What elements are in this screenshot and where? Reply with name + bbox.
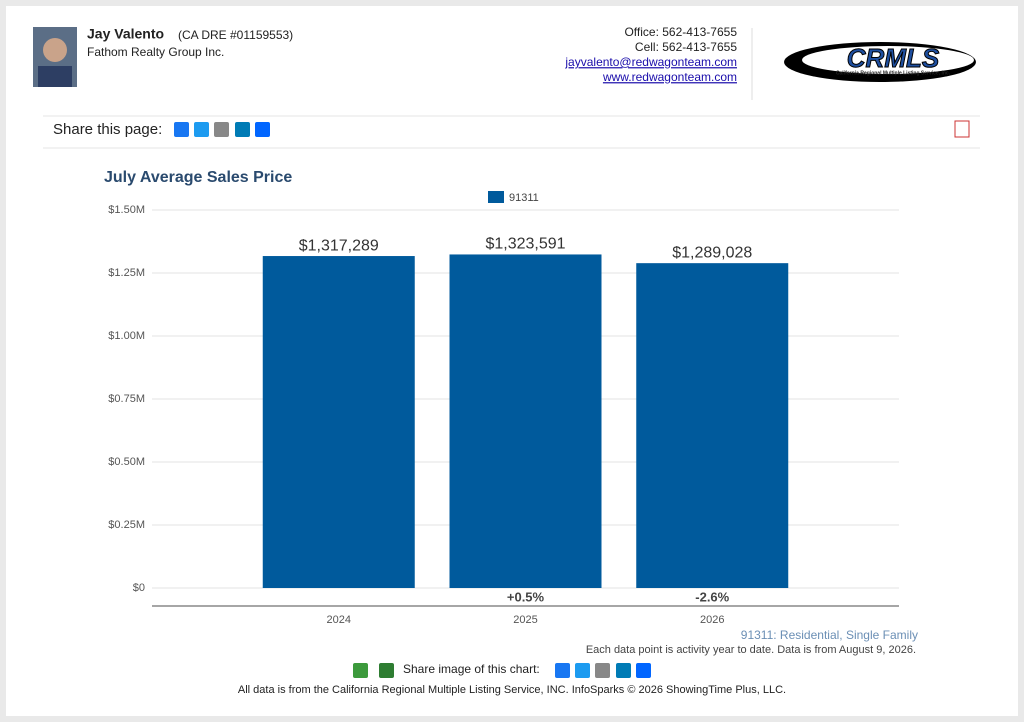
x-tick-label: 2024 xyxy=(327,614,351,626)
company: Fathom Realty Group Inc. xyxy=(87,45,224,59)
logo-subtitle: California Regional Multiple Listing Ser… xyxy=(836,70,951,76)
office-phone: Office: 562-413-7655 xyxy=(624,25,737,39)
y-tick-label: $0 xyxy=(133,582,145,594)
more-button[interactable] xyxy=(255,122,270,137)
photo-shirt xyxy=(38,66,72,87)
change-label: +0.5% xyxy=(507,589,545,604)
linkedin-button[interactable] xyxy=(616,663,631,678)
value-label: $1,323,591 xyxy=(485,236,565,253)
chart-subtitle: 91311: Residential, Single Family xyxy=(741,628,918,642)
y-tick-label: $0.75M xyxy=(108,393,145,405)
email-button[interactable] xyxy=(214,122,229,137)
share-chart-button[interactable] xyxy=(353,663,368,678)
email-link[interactable]: jayvalento@redwagonteam.com xyxy=(564,55,737,69)
logo-text: CRMLS xyxy=(847,43,940,73)
x-tick-label: 2025 xyxy=(513,614,537,626)
change-label: -2.6% xyxy=(695,589,729,604)
email-button[interactable] xyxy=(595,663,610,678)
x-tick-label: 2026 xyxy=(700,614,724,626)
legend-label: 91311 xyxy=(509,192,539,204)
y-tick-label: $0.50M xyxy=(108,456,145,468)
value-label: $1,317,289 xyxy=(299,237,379,254)
excel-button[interactable] xyxy=(379,663,394,678)
twitter-button[interactable] xyxy=(194,122,209,137)
y-tick-label: $1.50M xyxy=(108,204,145,216)
footer-source: All data is from the California Regional… xyxy=(238,684,786,696)
cell-phone: Cell: 562-413-7655 xyxy=(635,40,737,54)
facebook-button[interactable] xyxy=(174,122,189,137)
legend-swatch xyxy=(488,191,504,203)
linkedin-button[interactable] xyxy=(235,122,250,137)
share-image-label: Share image of this chart: xyxy=(403,662,540,676)
value-label: $1,289,028 xyxy=(672,244,752,261)
bar xyxy=(262,256,415,588)
pdf-button[interactable] xyxy=(954,120,970,138)
y-tick-label: $1.25M xyxy=(108,267,145,279)
website-link[interactable]: www.redwagonteam.com xyxy=(602,70,737,84)
facebook-button[interactable] xyxy=(555,663,570,678)
chart-note: Each data point is activity year to date… xyxy=(586,644,916,656)
y-tick-label: $0.25M xyxy=(108,519,145,531)
photo-face xyxy=(43,38,67,62)
twitter-button[interactable] xyxy=(575,663,590,678)
y-tick-label: $1.00M xyxy=(108,330,145,342)
bar xyxy=(636,263,789,588)
logo-swoosh-inner xyxy=(802,46,974,74)
agent-license: (CA DRE #01159553) xyxy=(178,28,293,42)
more-button[interactable] xyxy=(636,663,651,678)
share-label: Share this page: xyxy=(53,121,162,138)
agent-name: Jay Valento xyxy=(87,26,164,42)
chart-title: July Average Sales Price xyxy=(104,169,292,186)
bar xyxy=(449,254,602,588)
